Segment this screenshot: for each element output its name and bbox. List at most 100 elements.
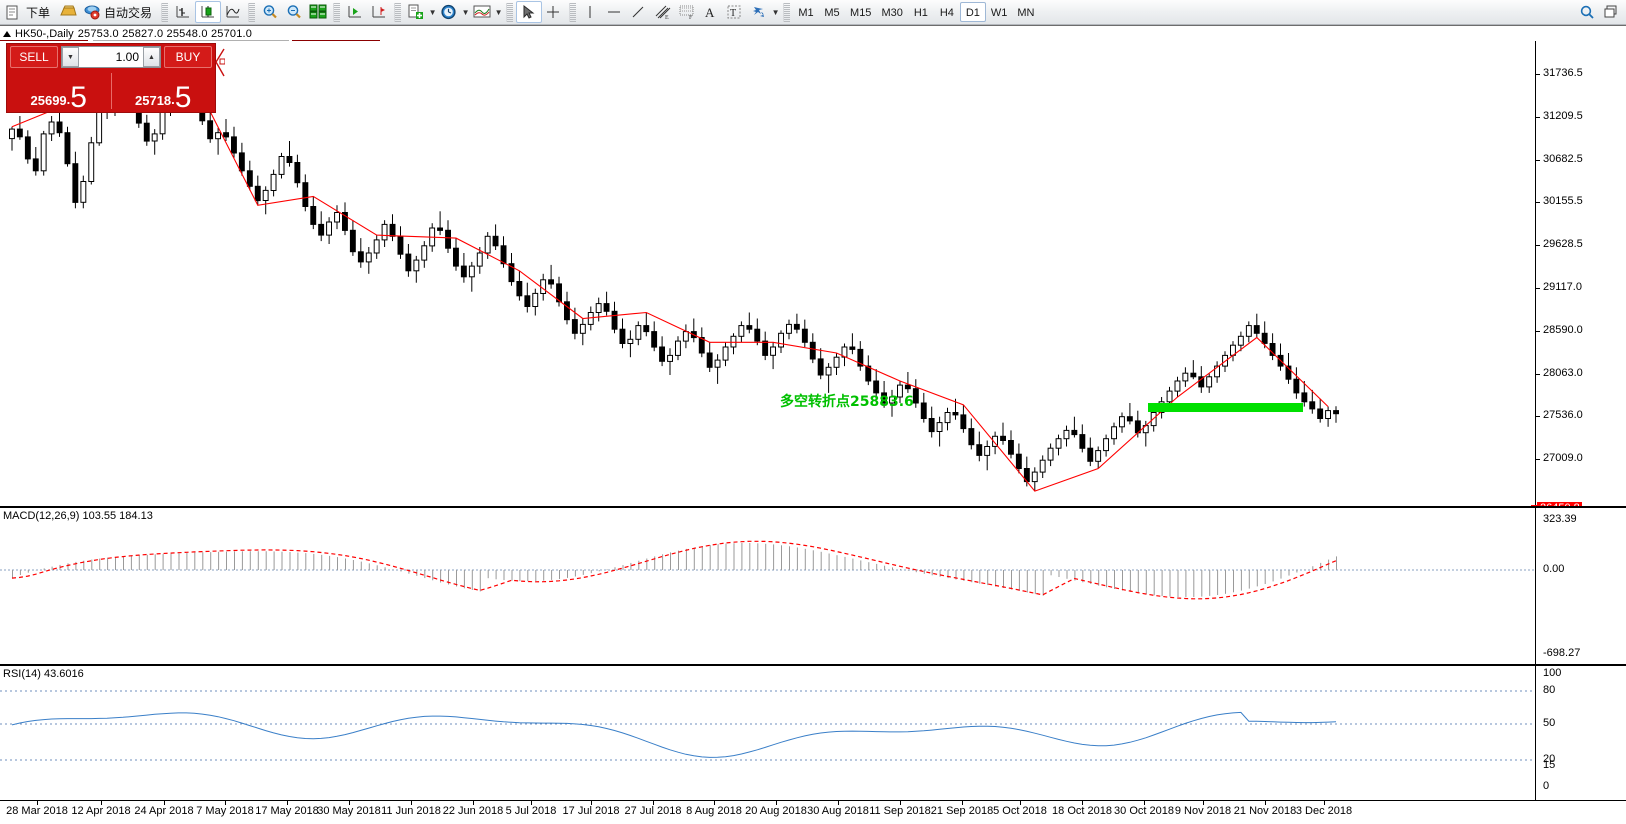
chart-title-bar: HK50-,Daily 25753.0 25827.0 25548.0 2570… <box>0 26 1626 41</box>
rsi-title: RSI(14) 43.6016 <box>3 668 84 680</box>
vertical-line-tool[interactable] <box>579 1 603 23</box>
rsi-pane[interactable]: RSI(14) 43.6016 <box>0 664 1536 800</box>
channel-icon: E <box>654 4 672 21</box>
svg-text:E: E <box>665 15 669 20</box>
price-candles-layer <box>9 64 1339 492</box>
date-tick <box>714 801 715 805</box>
date-tick <box>1144 801 1145 805</box>
window-restore-icon <box>1603 4 1621 21</box>
svg-text:A: A <box>705 5 715 20</box>
date-label: 30 Aug 2018 <box>807 805 869 817</box>
date-tick <box>37 801 38 805</box>
new-order-button[interactable]: 下单 <box>2 1 56 23</box>
new-order-label: 下单 <box>26 5 51 20</box>
horizontal-line-tool[interactable] <box>603 1 627 23</box>
date-tick <box>1324 801 1325 805</box>
rsi-axis: 100 80 50 20 15 0 <box>1536 664 1626 800</box>
text-label-tool[interactable]: T <box>723 1 747 23</box>
volume-decrease-button[interactable]: ▼ <box>62 47 79 67</box>
text-tool[interactable]: A <box>699 1 723 23</box>
objects-list-tool[interactable] <box>747 1 771 23</box>
date-tick <box>1203 801 1204 805</box>
macd-axis-label: 323.39 <box>1543 513 1577 525</box>
svg-text:T: T <box>730 8 736 19</box>
gold-bar-icon[interactable] <box>56 1 80 23</box>
buy-button[interactable]: BUY <box>164 46 212 68</box>
chart-shift-button[interactable] <box>367 1 391 23</box>
price-axis[interactable]: 31736.5 31209.5 30682.5 30155.5 29628.5 29117… <box>1531 41 1626 678</box>
indicators-dropdown-caret[interactable]: ▼ <box>494 7 503 17</box>
candlestick-chart-button[interactable] <box>195 1 222 23</box>
date-label: 12 Apr 2018 <box>71 805 131 817</box>
macd-plot <box>0 540 1535 600</box>
toolbar-separator <box>248 2 256 22</box>
timeframe-m30[interactable]: M30 <box>881 7 903 19</box>
date-tick <box>164 801 165 805</box>
sell-button[interactable]: SELL <box>10 46 58 68</box>
volume-input[interactable]: ▼ 1.00 ▲ <box>61 46 161 68</box>
green-highlight-zone <box>1148 403 1303 412</box>
timeframe-d1[interactable]: D1 <box>959 2 986 22</box>
timeframe-h4[interactable]: H4 <box>939 7 954 19</box>
auto-scroll-icon <box>346 4 364 21</box>
macd-pane[interactable]: MACD(12,26,9) 103.55 184.13 <box>0 506 1536 664</box>
templates-dropdown-caret[interactable]: ▼ <box>428 7 437 17</box>
zoom-out-button[interactable] <box>282 1 306 23</box>
fibonacci-tool[interactable]: F <box>675 1 699 23</box>
date-label: 21 Nov 2018 <box>1233 805 1297 817</box>
date-axis[interactable]: 28 Mar 2018 12 Apr 2018 24 Apr 2018 7 May 2… <box>0 800 1626 824</box>
search-button[interactable] <box>1576 1 1600 23</box>
toolbar-separator <box>569 2 577 22</box>
zoom-in-button[interactable] <box>258 1 282 23</box>
sell-price-integer: 25699 <box>30 93 67 108</box>
chart-shift-icon <box>370 4 388 21</box>
date-label: 8 Aug 2018 <box>686 805 742 817</box>
cursor-tool[interactable] <box>516 1 543 23</box>
autotrading-button[interactable]: 自动交易 <box>80 1 158 23</box>
indicators-button[interactable] <box>470 1 494 23</box>
date-tick <box>225 801 226 805</box>
timeframe-w1[interactable]: W1 <box>990 7 1008 19</box>
period-separator-button[interactable] <box>437 1 461 23</box>
timeframe-m1[interactable]: M1 <box>798 7 814 19</box>
objects-dropdown-caret[interactable]: ▼ <box>771 7 780 17</box>
auto-scroll-button[interactable] <box>343 1 367 23</box>
price-tick: 29117.0 <box>1536 281 1626 293</box>
buy-price[interactable]: 25718 . 5 <box>112 70 216 113</box>
bar-chart-button[interactable] <box>171 1 195 23</box>
text-label-icon: T <box>726 4 744 21</box>
text-A-icon: A <box>702 4 720 21</box>
fibonacci-icon: F <box>678 4 696 21</box>
date-label: 22 Jun 2018 <box>442 805 504 817</box>
sell-price-fraction: 5 <box>70 81 87 114</box>
sell-price[interactable]: 25699 . 5 <box>7 70 111 114</box>
oct-pointer-icon <box>215 48 225 77</box>
tile-windows-button[interactable] <box>306 1 330 23</box>
rsi-axis-label: 15 <box>1543 759 1556 771</box>
date-label: 17 Jul 2018 <box>562 805 620 817</box>
trendline-tool[interactable] <box>627 1 651 23</box>
toolbar-separator <box>783 2 791 22</box>
volume-value[interactable]: 1.00 <box>115 50 139 64</box>
one-click-trading-panel[interactable]: SELL ▼ 1.00 ▲ BUY 25699 . 5 25718 . 5 <box>6 43 225 114</box>
timeframe-mn[interactable]: MN <box>1017 7 1035 19</box>
equidistant-channel-tool[interactable]: E <box>651 1 675 23</box>
macd-title: MACD(12,26,9) 103.55 184.13 <box>3 510 153 522</box>
oct-divider <box>110 73 112 109</box>
collapse-triangle-icon[interactable] <box>3 30 11 37</box>
templates-button[interactable] <box>404 1 428 23</box>
period-dropdown-caret[interactable]: ▼ <box>461 7 470 17</box>
date-tick <box>1265 801 1266 805</box>
price-chart-pane[interactable]: 多空转折点25883.6 <box>0 41 1536 506</box>
volume-increase-button[interactable]: ▲ <box>143 47 160 67</box>
line-chart-button[interactable] <box>221 1 245 23</box>
date-tick <box>1082 801 1083 805</box>
window-restore-button[interactable] <box>1600 1 1624 23</box>
timeframe-m5[interactable]: M5 <box>824 7 840 19</box>
crosshair-tool[interactable] <box>542 1 566 23</box>
timeframe-m15[interactable]: M15 <box>850 7 872 19</box>
price-tick: 27536.0 <box>1536 409 1626 421</box>
date-tick <box>653 801 654 805</box>
macd-axis: 323.39 0.00 -698.27 <box>1536 506 1626 664</box>
timeframe-h1[interactable]: H1 <box>913 7 928 19</box>
